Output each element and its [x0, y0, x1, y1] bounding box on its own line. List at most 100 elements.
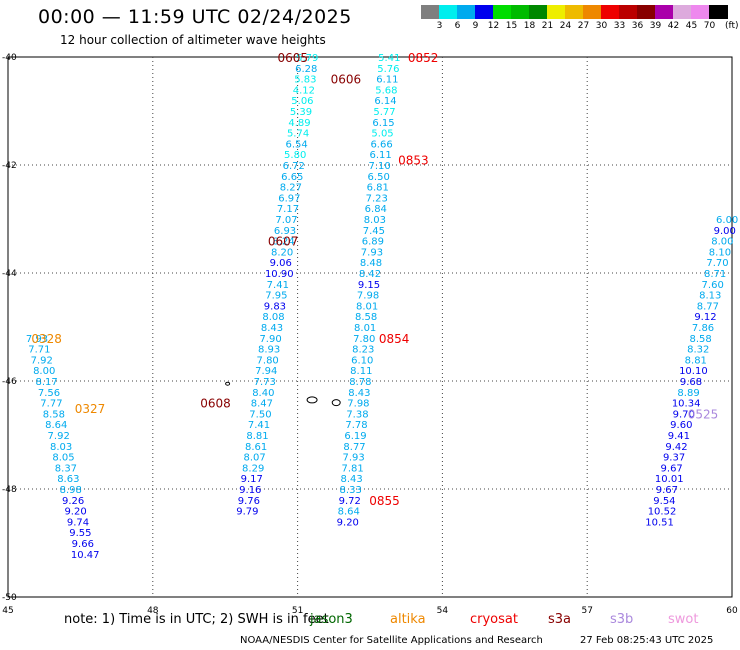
- wave-height-label: 10.10: [679, 366, 708, 377]
- legend-altika: altika: [390, 612, 426, 627]
- wave-height-label: 6.50: [368, 172, 390, 183]
- color-scale-label: 18: [523, 21, 536, 31]
- wave-height-label: 7.78: [345, 420, 367, 431]
- wave-height-label: 5.79: [296, 53, 318, 64]
- wave-height-label: 8.11: [350, 366, 372, 377]
- color-scale-label: 70: [703, 21, 716, 31]
- y-tick-label: -40: [2, 53, 17, 63]
- wave-height-label: 10.52: [648, 507, 677, 518]
- color-scale-label: 9: [472, 21, 479, 31]
- wave-height-label: 7.60: [702, 280, 724, 291]
- wave-height-label: 9.60: [670, 420, 692, 431]
- legend-swot: swot: [668, 612, 699, 627]
- wave-height-label: 7.86: [692, 323, 714, 334]
- wave-height-label: 6.97: [278, 193, 300, 204]
- x-tick-label: 45: [2, 606, 13, 616]
- wave-height-label: 7.45: [363, 226, 385, 237]
- color-scale-label: 3: [436, 21, 443, 31]
- legend-cryosat: cryosat: [470, 612, 518, 627]
- color-swatch: [709, 5, 728, 19]
- y-tick-label: -48: [2, 485, 17, 495]
- wave-height-label: 8.78: [349, 377, 371, 388]
- wave-height-label: 9.67: [661, 463, 683, 474]
- wave-height-label: 7.90: [259, 334, 281, 345]
- wave-height-label: 8.40: [252, 388, 274, 399]
- island-outline: [225, 381, 231, 386]
- y-tick-label: -44: [2, 269, 17, 279]
- wave-height-label: 8.33: [340, 485, 362, 496]
- wave-height-label: 7.94: [255, 366, 277, 377]
- wave-height-label: 8.29: [242, 463, 264, 474]
- wave-height-label: 8.37: [55, 463, 77, 474]
- color-scale-label: 39: [649, 21, 662, 31]
- wave-height-label: 7.38: [346, 409, 368, 420]
- legend-s3a: s3a: [548, 612, 572, 627]
- wave-height-label: 8.05: [52, 453, 74, 464]
- pass-time-label: 0608: [200, 397, 231, 411]
- wave-height-label: 5.77: [373, 107, 395, 118]
- wave-height-label: 8.00: [33, 366, 55, 377]
- wave-height-label: 8.43: [341, 474, 363, 485]
- wave-height-label: 9.54: [653, 496, 675, 507]
- wave-height-label: 8.43: [348, 388, 370, 399]
- wave-height-label: 7.80: [257, 355, 279, 366]
- wave-height-label: 8.42: [359, 269, 381, 280]
- wave-height-label: 5.39: [290, 107, 312, 118]
- wave-height-label: 6.19: [344, 431, 366, 442]
- wave-height-label: 10.34: [672, 399, 701, 410]
- pass-time-label: 0607: [268, 235, 299, 249]
- wave-height-label: 8.61: [245, 442, 267, 453]
- wave-height-label: 9.76: [238, 496, 260, 507]
- color-scale-label: 42: [667, 21, 680, 31]
- island-outline: [331, 399, 341, 407]
- wave-height-label: 7.71: [28, 345, 50, 356]
- pass-time-label: 0853: [398, 154, 429, 168]
- wave-height-label: 7.70: [706, 258, 728, 269]
- wave-height-label: 6.93: [274, 226, 296, 237]
- wave-height-label: 9.74: [67, 517, 89, 528]
- color-scale-label: 15: [505, 21, 518, 31]
- wave-height-label: 8.63: [57, 474, 79, 485]
- wave-height-label: 7.98: [347, 399, 369, 410]
- wave-height-label: 10.90: [265, 269, 294, 280]
- color-scale-label: 12: [487, 21, 500, 31]
- wave-height-label: 7.50: [249, 409, 271, 420]
- x-tick-label: 54: [437, 606, 449, 616]
- wave-height-label: 5.06: [291, 96, 313, 107]
- wave-height-label: 9.55: [69, 528, 91, 539]
- x-tick-label: 57: [581, 606, 592, 616]
- wave-height-label: 9.20: [337, 517, 359, 528]
- wave-height-label: 6.54: [286, 139, 308, 150]
- wave-height-label: 8.98: [60, 485, 82, 496]
- wave-height-label: 8.64: [338, 507, 360, 518]
- wave-height-label: 6.72: [283, 161, 305, 172]
- wave-height-label: 8.71: [704, 269, 726, 280]
- wave-height-label: 9.83: [264, 301, 286, 312]
- wave-height-label: 9.06: [270, 258, 292, 269]
- color-swatch: [439, 5, 458, 19]
- wave-height-label: 8.24: [272, 237, 294, 248]
- wave-height-label: 7.95: [265, 291, 287, 302]
- wave-height-label: 8.03: [50, 442, 72, 453]
- wave-height-label: 5.83: [294, 75, 316, 86]
- wave-height-label: 8.20: [271, 247, 293, 258]
- wave-height-label: 8.00: [711, 237, 733, 248]
- wave-height-label: 9.70: [673, 409, 695, 420]
- color-swatch: [583, 5, 602, 19]
- wave-height-label: 8.03: [364, 215, 386, 226]
- color-swatch: [421, 5, 440, 19]
- page-subtitle: 12 hour collection of altimeter wave hei…: [60, 33, 326, 47]
- pass-time-label: 0606: [331, 73, 362, 87]
- color-swatch: [601, 5, 620, 19]
- wave-height-label: 8.58: [689, 334, 711, 345]
- x-tick-label: 60: [726, 606, 738, 616]
- wave-height-label: 8.58: [355, 312, 377, 323]
- wave-height-label: 8.01: [354, 323, 376, 334]
- wave-height-label: 7.93: [342, 453, 364, 464]
- y-tick-label: -42: [2, 161, 17, 171]
- wave-height-label: 6.66: [370, 139, 392, 150]
- wave-height-label: 6.14: [374, 96, 396, 107]
- wave-height-label: 9.15: [358, 280, 380, 291]
- wave-height-label: 9.67: [656, 485, 678, 496]
